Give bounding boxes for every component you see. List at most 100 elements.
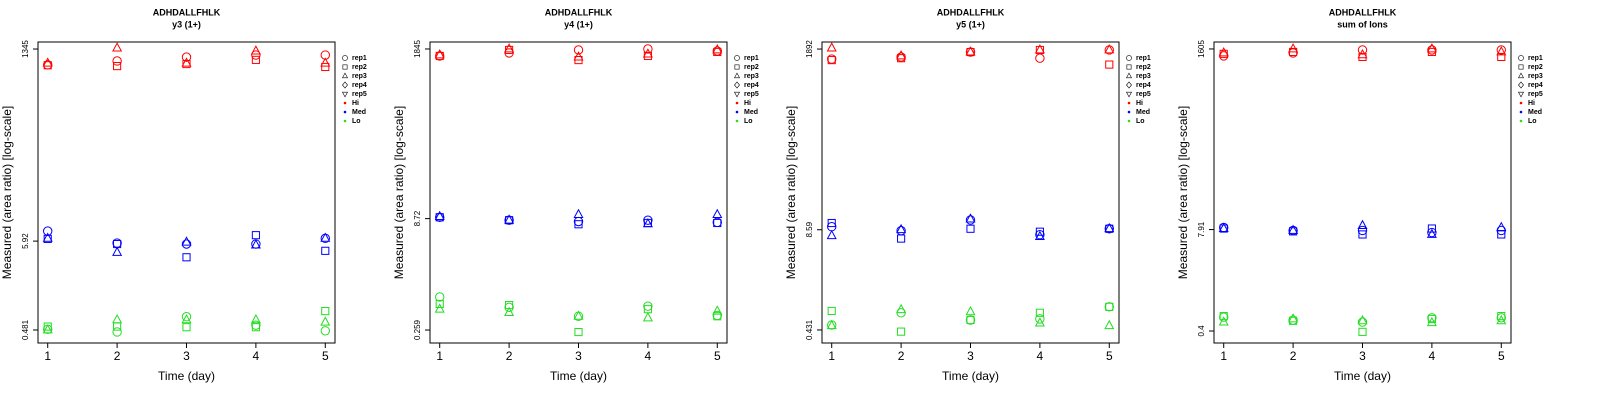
legend-label: rep3 xyxy=(352,73,367,80)
x-tick-label: 2 xyxy=(898,349,905,363)
legend-label: rep1 xyxy=(352,55,367,62)
data-point xyxy=(320,57,331,67)
data-point xyxy=(1357,225,1368,236)
data-point xyxy=(1496,46,1507,56)
data-point xyxy=(1357,314,1368,325)
data-point xyxy=(1427,224,1436,233)
chart-subtitle: y4 (1+) xyxy=(564,19,593,29)
data-point xyxy=(250,313,261,324)
data-point xyxy=(1288,224,1299,234)
data-point xyxy=(435,51,444,61)
data-point xyxy=(896,52,906,62)
data-point xyxy=(251,50,261,60)
data-point xyxy=(573,45,584,55)
data-point xyxy=(435,51,445,61)
data-point xyxy=(182,253,191,262)
legend-label: rep3 xyxy=(1136,73,1151,80)
legend-label: rep5 xyxy=(744,91,759,98)
legend-label: Lo xyxy=(1136,118,1145,125)
plot-frame xyxy=(429,41,728,344)
x-tick-label: 5 xyxy=(1106,349,1113,363)
legend-marker xyxy=(1126,64,1132,70)
data-point xyxy=(320,232,331,242)
legend-label: Hi xyxy=(352,100,359,107)
data-point xyxy=(1426,43,1437,53)
legend-swatch xyxy=(1519,110,1523,114)
legend-label: Lo xyxy=(1528,118,1537,125)
x-tick-label: 2 xyxy=(114,349,121,363)
legend-label: rep5 xyxy=(1136,91,1151,98)
data-point xyxy=(1035,45,1044,55)
data-point xyxy=(182,323,191,332)
legend-swatch xyxy=(1127,110,1131,114)
data-point xyxy=(1105,302,1114,311)
legend-swatch xyxy=(1519,101,1523,105)
data-point xyxy=(504,302,514,313)
data-point xyxy=(321,307,330,316)
legend-label: rep2 xyxy=(1136,64,1151,71)
x-axis-title: Time (day) xyxy=(1334,369,1391,383)
legend-marker xyxy=(1518,81,1524,89)
chart-subtitle: y5 (1+) xyxy=(956,19,985,29)
legend-swatch xyxy=(735,101,739,105)
x-tick-label: 5 xyxy=(1498,349,1505,363)
legend-label: rep5 xyxy=(1528,91,1543,98)
legend-marker xyxy=(342,55,348,61)
x-tick-label: 5 xyxy=(714,349,721,363)
legend-label: rep1 xyxy=(744,55,759,62)
data-point xyxy=(1426,228,1437,238)
legend-swatch xyxy=(1127,119,1131,123)
data-point xyxy=(504,43,515,53)
legend-label: rep4 xyxy=(1136,82,1151,89)
data-point xyxy=(435,299,444,309)
data-point xyxy=(181,52,192,62)
data-point xyxy=(712,305,723,315)
legend-marker xyxy=(1517,91,1525,98)
data-point xyxy=(643,301,653,311)
data-point xyxy=(826,319,837,330)
legend-marker xyxy=(733,72,741,79)
legend-marker xyxy=(1125,72,1133,79)
y-tick-label: 0.431 xyxy=(805,319,814,340)
data-point xyxy=(712,44,723,54)
data-point xyxy=(434,49,445,59)
data-point xyxy=(574,220,583,229)
chart-subtitle: y3 (1+) xyxy=(172,19,201,29)
data-point xyxy=(1496,314,1507,325)
data-point xyxy=(1035,53,1045,63)
data-point xyxy=(1427,313,1437,323)
data-point xyxy=(896,303,907,314)
data-point xyxy=(181,239,192,249)
legend-label: Hi xyxy=(1528,100,1535,107)
data-point xyxy=(251,323,260,332)
legend-label: Hi xyxy=(744,100,751,107)
data-point xyxy=(435,292,445,302)
legend-label: Med xyxy=(1136,109,1150,116)
legend-marker xyxy=(1518,64,1524,70)
data-point xyxy=(1427,227,1437,238)
data-point xyxy=(1496,313,1506,323)
data-point xyxy=(1357,45,1368,55)
data-point xyxy=(965,46,976,56)
data-point xyxy=(43,324,53,335)
y-tick-label: 8.59 xyxy=(805,221,814,237)
legend-swatch xyxy=(1127,101,1131,105)
data-point xyxy=(896,223,907,234)
legend-swatch xyxy=(735,119,739,123)
y-tick-label: 8.72 xyxy=(413,210,422,226)
data-point xyxy=(250,45,261,55)
legend-marker xyxy=(734,55,740,61)
legend-marker xyxy=(1125,91,1133,98)
legend-label: rep4 xyxy=(1528,82,1543,89)
data-point xyxy=(1035,308,1044,317)
data-point xyxy=(1427,314,1436,324)
legend-marker xyxy=(734,64,740,70)
data-point xyxy=(112,327,122,337)
chart-title: ADHDALLFHLK xyxy=(153,7,221,17)
x-tick-label: 3 xyxy=(575,349,582,363)
legend-marker xyxy=(1517,72,1525,79)
x-tick-label: 4 xyxy=(253,349,260,363)
data-point xyxy=(642,312,653,322)
data-point xyxy=(1034,44,1045,54)
